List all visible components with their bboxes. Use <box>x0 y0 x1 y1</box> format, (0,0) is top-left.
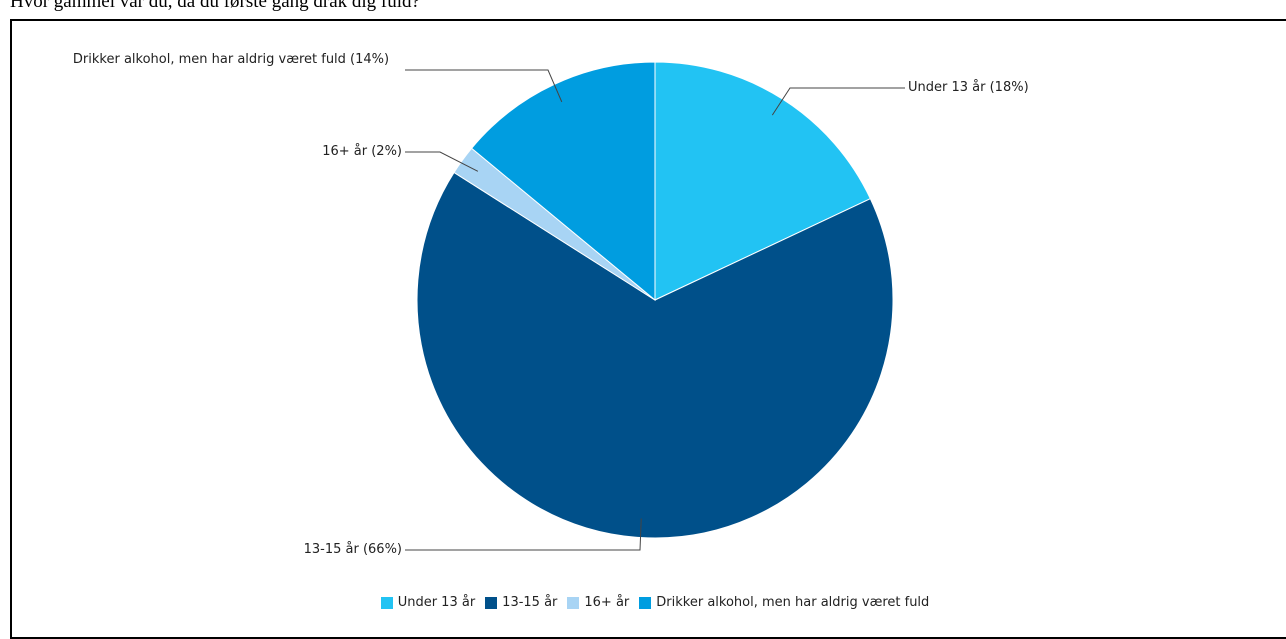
legend-swatch <box>485 596 498 609</box>
data-label: 16+ år (2%) <box>322 144 402 159</box>
legend-item: 16+ år <box>567 595 629 610</box>
leader-line <box>405 69 563 103</box>
data-label: Under 13 år (18%) <box>908 80 1029 95</box>
legend: Under 13 år 13-15 år 16+ år Drikker alkohol… <box>0 595 1286 610</box>
legend-label: 13-15 år <box>502 595 558 610</box>
leader-line <box>771 87 905 116</box>
legend-swatch <box>380 596 393 609</box>
chart <box>405 61 905 551</box>
chart-title: Hvor gammel var du, da du første gang dr… <box>10 0 420 12</box>
legend-item: Drikker alkohol, men har aldrig været fu… <box>639 595 929 610</box>
legend-label: Under 13 år <box>397 595 476 610</box>
legend-label: Drikker alkohol, men har aldrig været fu… <box>656 595 930 610</box>
pie-slice <box>470 61 656 302</box>
legend-swatch <box>639 596 652 609</box>
leader-line <box>405 151 479 172</box>
legend-label: 16+ år <box>584 595 630 610</box>
legend-swatch <box>567 596 580 609</box>
leader-line <box>405 518 642 551</box>
data-label: Drikker alkohol, men har aldrig været fu… <box>72 52 390 67</box>
data-label: 13-15 år (66%) <box>303 542 402 557</box>
legend-item: 13-15 år <box>485 595 557 610</box>
legend-item: Under 13 år <box>380 595 476 610</box>
